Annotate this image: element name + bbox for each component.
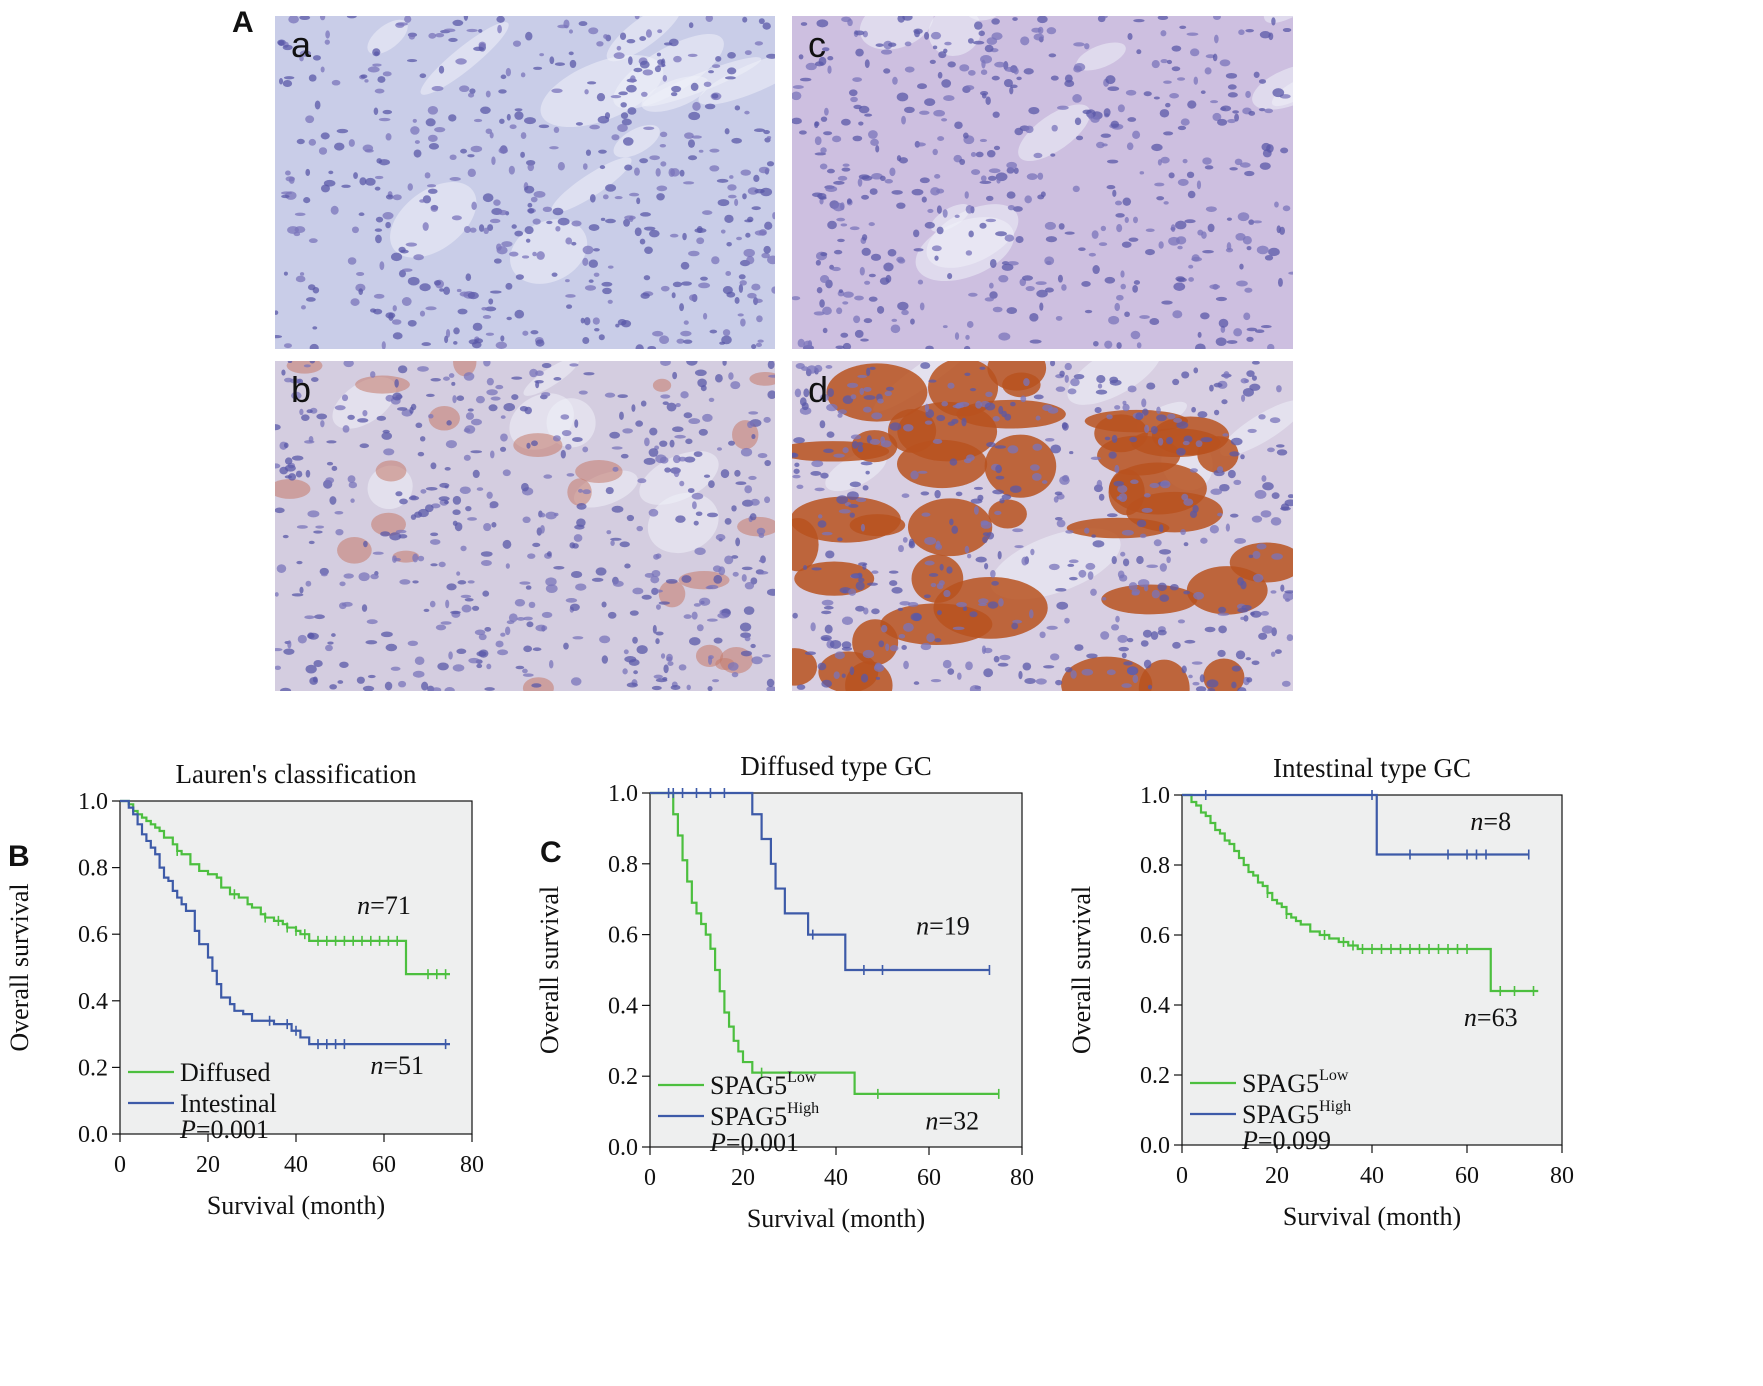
legend-label: SPAG5Low xyxy=(710,1069,817,1100)
n-label: n=8 xyxy=(1470,807,1511,836)
chart-diffused-type: Diffused type GC 0.0 0.2 0.4 0.6 0.8 1.0 0 20 40 6… xyxy=(520,735,1065,1381)
survival-curve-0 xyxy=(650,791,999,1095)
x-tick-label: 60 xyxy=(1455,1163,1479,1189)
micrograph-a: a xyxy=(275,16,775,349)
km-plot-b: Lauren's classification 0.0 0.2 0.4 0.6 0.8 1.… xyxy=(5,759,484,1220)
x-tick-label: 60 xyxy=(917,1165,941,1191)
survival-curve-0 xyxy=(120,799,450,976)
x-axis-label: Survival (month) xyxy=(207,1191,385,1220)
micrograph-b: b xyxy=(275,361,775,691)
legend-label: Intestinal xyxy=(180,1089,277,1118)
y-tick-label: 0.8 xyxy=(78,856,108,882)
micrograph-b-image xyxy=(275,361,775,691)
x-tick-label: 40 xyxy=(824,1165,848,1191)
legend-label: SPAG5High xyxy=(1242,1098,1351,1129)
legend-label: SPAG5Low xyxy=(1242,1067,1349,1098)
x-axis-label: Survival (month) xyxy=(747,1204,925,1233)
chart-lauren-classification: Lauren's classification 0.0 0.2 0.4 0.6 0.8 1.… xyxy=(0,735,540,1381)
micrograph-label: c xyxy=(808,24,826,65)
p-value: P=0.001 xyxy=(709,1128,799,1157)
x-tick-label: 40 xyxy=(284,1152,308,1178)
y-tick-label: 0.8 xyxy=(608,852,638,878)
y-tick-label: 1.0 xyxy=(78,789,108,815)
n-label: n=19 xyxy=(916,912,970,941)
micrograph-d: d xyxy=(792,361,1293,691)
p-value: P=0.099 xyxy=(1241,1126,1331,1155)
survival-curve-1 xyxy=(120,799,450,1046)
y-axis-label: Overall survival xyxy=(535,886,564,1054)
p-value: P=0.001 xyxy=(179,1115,269,1144)
micrograph-label: b xyxy=(291,369,312,410)
x-tick-label: 60 xyxy=(372,1152,396,1178)
y-tick-label: 0.8 xyxy=(1140,853,1170,879)
y-tick-label: 0.2 xyxy=(608,1064,638,1090)
y-axis-label: Overall survival xyxy=(5,883,34,1051)
micrograph-a-image xyxy=(275,16,775,349)
y-tick-label: 0.4 xyxy=(78,989,108,1015)
y-tick-label: 1.0 xyxy=(1140,783,1170,809)
x-axis-label: Survival (month) xyxy=(1283,1202,1461,1231)
y-tick-label: 0.0 xyxy=(1140,1133,1170,1159)
x-tick-label: 40 xyxy=(1360,1163,1384,1189)
y-tick-label: 1.0 xyxy=(608,781,638,807)
x-tick-label: 0 xyxy=(644,1165,656,1191)
survival-curve-0 xyxy=(1182,793,1539,993)
panel-letter-c: C xyxy=(540,836,562,869)
x-tick-label: 20 xyxy=(196,1152,220,1178)
plot-area xyxy=(119,800,473,1135)
micrograph-c-image xyxy=(792,16,1293,349)
n-label: n=32 xyxy=(925,1106,979,1135)
x-tick-label: 0 xyxy=(114,1152,126,1178)
plot-area xyxy=(1181,794,1563,1146)
micrograph-label: d xyxy=(808,369,829,410)
n-label: n=63 xyxy=(1464,1003,1518,1032)
panel-letter-a: A xyxy=(232,6,254,39)
x-tick-label: 80 xyxy=(1550,1163,1574,1189)
y-tick-label: 0.2 xyxy=(1140,1063,1170,1089)
km-plot-c: Diffused type GC 0.0 0.2 0.4 0.6 0.8 1.0 0 20 40 6… xyxy=(535,751,1034,1233)
y-tick-label: 0.6 xyxy=(78,922,108,948)
x-tick-label: 80 xyxy=(1010,1165,1034,1191)
km-plot-d: Intestinal type GC 0.0 0.2 0.4 0.6 0.8 1.0 0 20 4… xyxy=(1067,753,1574,1231)
y-axis-label: Overall survival xyxy=(1067,886,1096,1054)
chart-title: Diffused type GC xyxy=(740,751,931,781)
y-tick-label: 0.6 xyxy=(1140,923,1170,949)
survival-curve-1 xyxy=(1182,793,1529,856)
y-tick-label: 0.6 xyxy=(608,923,638,949)
x-tick-label: 20 xyxy=(1265,1163,1289,1189)
chart-intestinal-type: Intestinal type GC 0.0 0.2 0.4 0.6 0.8 1.0 0 20 4… xyxy=(1055,735,1763,1381)
y-tick-label: 0.0 xyxy=(78,1122,108,1148)
legend-label: Diffused xyxy=(180,1058,271,1087)
n-label: n=51 xyxy=(370,1051,424,1080)
micrograph-label: a xyxy=(291,24,312,65)
y-tick-label: 0.2 xyxy=(78,1055,108,1081)
x-tick-label: 80 xyxy=(460,1152,484,1178)
y-tick-label: 0.4 xyxy=(608,993,638,1019)
panel-letter-b: B xyxy=(8,840,30,873)
x-tick-label: 20 xyxy=(731,1165,755,1191)
micrograph-c: c xyxy=(792,16,1293,349)
y-tick-label: 0.0 xyxy=(608,1135,638,1161)
micrograph-d-image xyxy=(792,361,1293,691)
chart-title: Lauren's classification xyxy=(175,759,417,789)
y-tick-label: 0.4 xyxy=(1140,993,1170,1019)
legend-label: SPAG5High xyxy=(710,1100,819,1131)
chart-title: Intestinal type GC xyxy=(1273,753,1471,783)
n-label: n=71 xyxy=(357,891,411,920)
survival-curve-1 xyxy=(650,791,990,972)
x-tick-label: 0 xyxy=(1176,1163,1188,1189)
